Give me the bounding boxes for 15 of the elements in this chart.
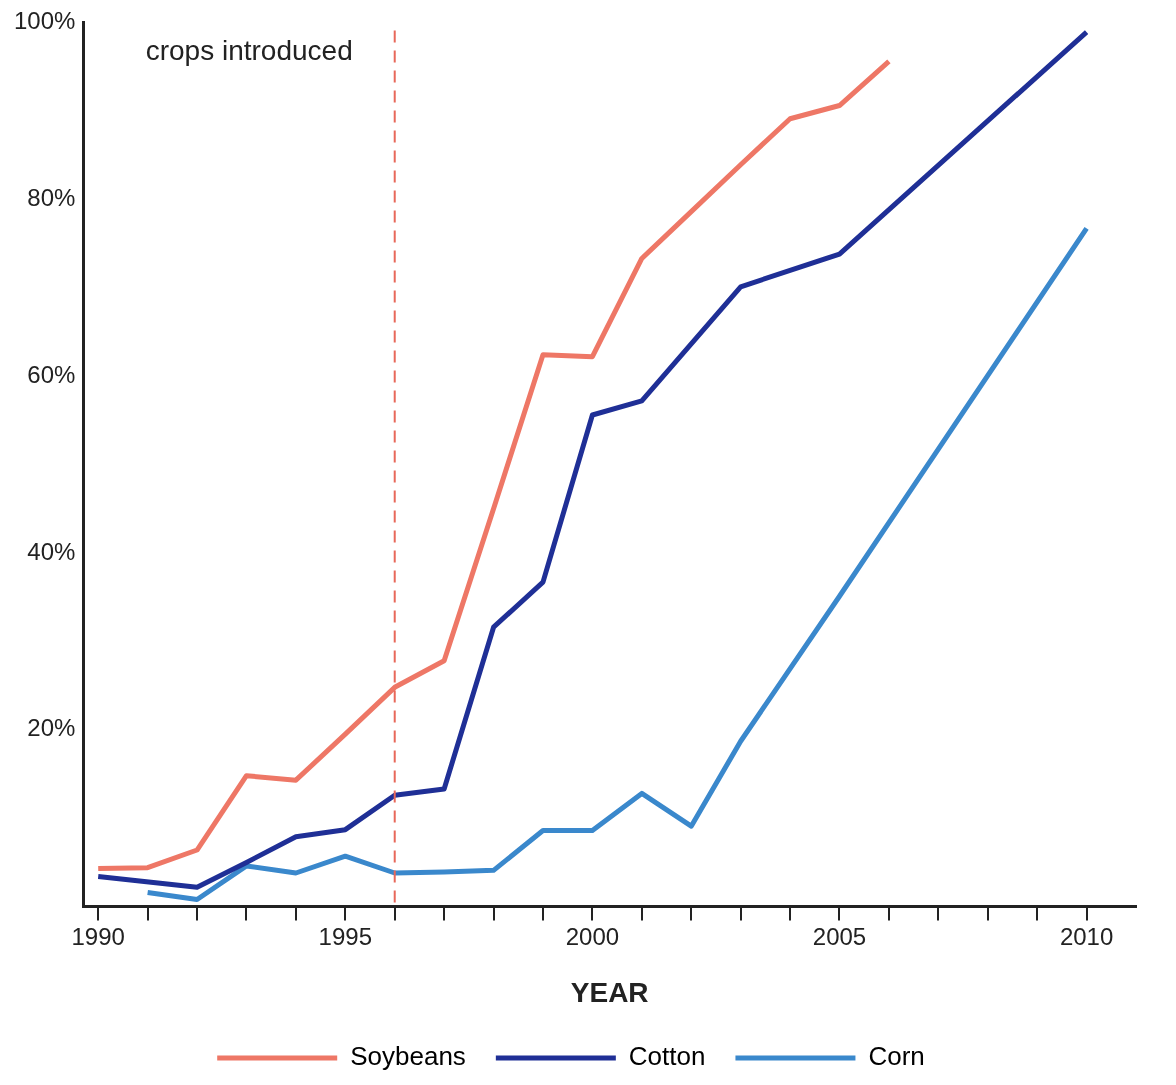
x-tick-label: 1990 — [71, 922, 125, 950]
y-tick-label: 60% — [27, 360, 76, 388]
y-tick-label: 80% — [27, 183, 76, 211]
y-tick-label: 20% — [27, 714, 76, 742]
x-axis-title: YEAR — [570, 976, 649, 1008]
x-tick-label: 2005 — [812, 922, 867, 950]
ref-line-label: crops introduced — [145, 35, 353, 67]
y-tick-label: 40% — [27, 537, 76, 565]
x-tick-label: 2010 — [1059, 922, 1114, 950]
legend-label: Cotton — [628, 1041, 706, 1072]
x-tick-label: 2000 — [565, 922, 620, 950]
y-tick-label: 100% — [13, 7, 76, 35]
legend-label: Corn — [868, 1041, 925, 1072]
legend-label: Soybeans — [350, 1041, 466, 1072]
x-tick-label: 1995 — [318, 922, 372, 950]
